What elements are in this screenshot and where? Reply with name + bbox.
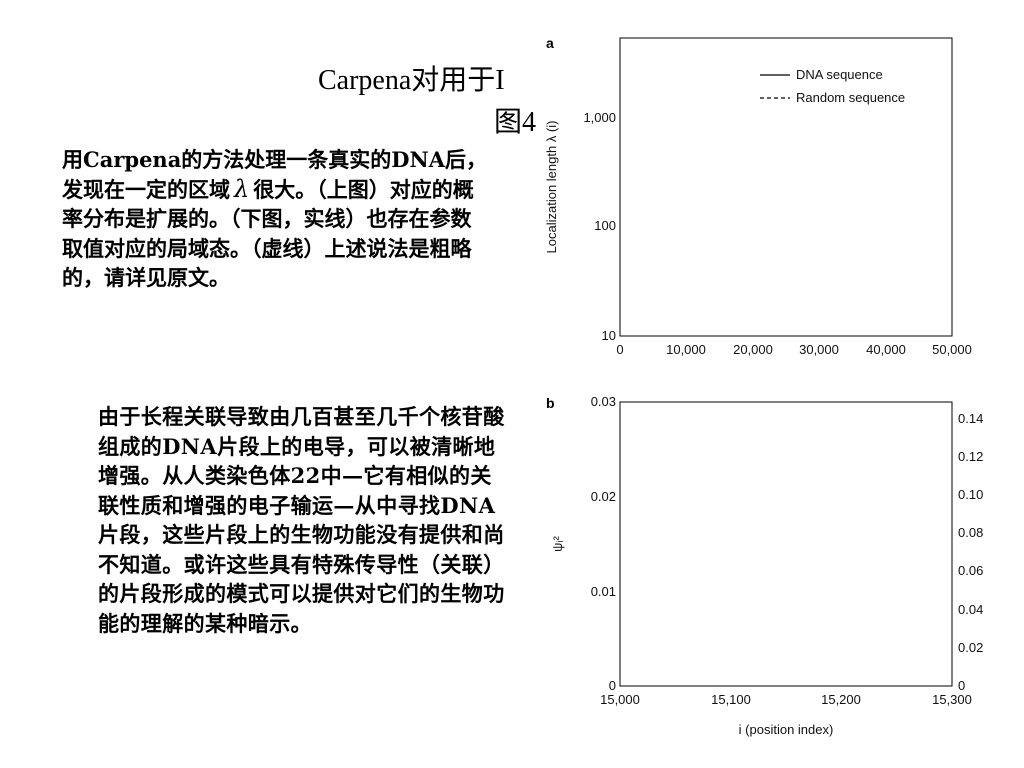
panel-b-y-axis-label: ψᵢ² — [550, 536, 565, 552]
description-paragraph: 用Carpena的方法处理一条真实的DNA后，发现在一定的区域 λ 很大。（上图）对… — [62, 145, 492, 293]
legend-label-dna: DNA sequence — [796, 67, 883, 82]
panel-a-x-tick-label: 30,000 — [799, 342, 839, 357]
panel-a-plot — [619, 37, 953, 337]
conclusion-paragraph: 由于长程关联导致由几百甚至几千个核苷酸组成的DNA片段上的电导，可以被清晰地增强… — [98, 402, 510, 638]
panel-b-left-tick-label: 0.01 — [591, 584, 616, 599]
description-text-end: 很大。（上图）对应的概率分布是扩展的。（下图，实线）也存在参数取值对应的局域态。… — [62, 176, 474, 291]
panel-a-y-axis-label: Localization length λ (i) — [544, 121, 559, 254]
description-text-start: 用Carpena的方法处理一条真实的DNA后，发现在一定的区域 — [62, 147, 488, 202]
panel-b-frame — [619, 401, 953, 687]
panel-a-x-tick-label: 10,000 — [666, 342, 706, 357]
panel-a-y-tick-label: 10 — [602, 328, 616, 343]
slide-subtitle: 图4 — [494, 107, 537, 138]
panel-b-right-tick-label: 0 — [958, 678, 965, 693]
panel-b-right-tick-label: 0.08 — [958, 525, 983, 540]
panel-b-x-tick-label: 15,200 — [821, 692, 861, 707]
panel-a-x-tick-label: 40,000 — [866, 342, 906, 357]
panel-b-right-tick-label: 0.02 — [958, 640, 983, 655]
slide-title: Carpena对用于I — [318, 65, 505, 96]
panel-a-y-tick-label: 1,000 — [583, 110, 616, 125]
panel-b-right-tick-label: 0.10 — [958, 487, 983, 502]
panel-b-right-tick-label: 0.06 — [958, 563, 983, 578]
panel-a-x-tick-label: 0 — [616, 342, 623, 357]
panel-b-left-tick-label: 0.03 — [591, 394, 616, 409]
panel-b-x-tick-label: 15,100 — [711, 692, 751, 707]
panel-b-x-axis-label: i (position index) — [739, 722, 834, 737]
figure-svg: a Localization length λ (i) 1,000 100 10… — [544, 35, 983, 737]
panel-a-legend: DNA sequence Random sequence — [760, 67, 905, 105]
panel-a-y-tick-label: 100 — [594, 218, 616, 233]
panel-b-right-tick-label: 0.14 — [958, 411, 983, 426]
panel-a-label: a — [546, 35, 554, 51]
panel-b-plot — [619, 401, 953, 687]
lambda-symbol: λ — [234, 174, 250, 203]
panel-b-left-tick-label: 0.02 — [591, 489, 616, 504]
panel-b-label: b — [546, 395, 555, 411]
legend-label-random: Random sequence — [796, 90, 905, 105]
panel-a-x-tick-label: 20,000 — [733, 342, 773, 357]
panel-a-frame — [619, 37, 953, 337]
panel-a-x-tick-label: 50,000 — [932, 342, 972, 357]
conclusion-text: 由于长程关联导致由几百甚至几千个核苷酸组成的DNA片段上的电导，可以被清晰地增强… — [98, 404, 505, 636]
panel-b-right-tick-label: 0.04 — [958, 602, 983, 617]
panel-b-right-tick-label: 0.12 — [958, 449, 983, 464]
panel-b-x-tick-label: 15,000 — [600, 692, 640, 707]
figure-4: a Localization length λ (i) 1,000 100 10… — [538, 28, 990, 752]
panel-b-left-tick-label: 0 — [609, 678, 616, 693]
panel-b-x-tick-label: 15,300 — [932, 692, 972, 707]
